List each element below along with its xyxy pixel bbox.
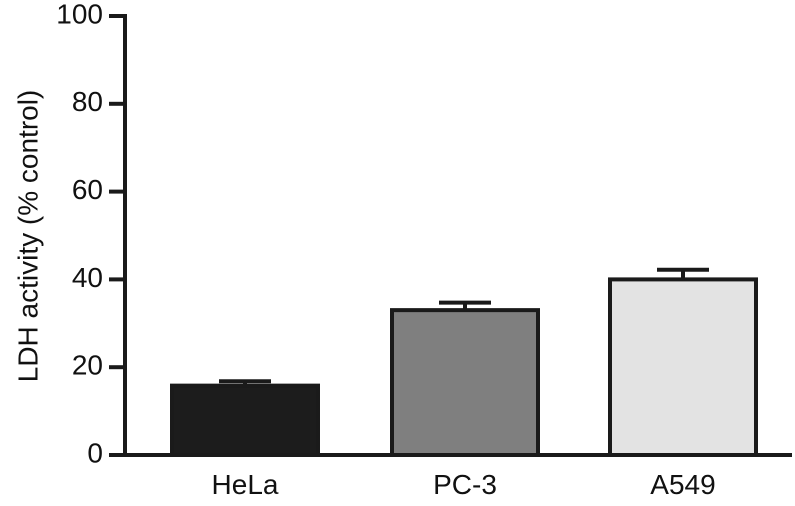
x-category-label: A549 [650,469,715,500]
y-axis-title: LDH activity (% control) [12,90,43,383]
error-bars [219,267,709,386]
y-tick-label: 20 [72,350,103,381]
y-tick-label: 100 [56,0,103,29]
x-category-label: HeLa [212,469,279,500]
x-axis: HeLa PC-3 A549 [123,453,792,500]
y-axis: 0 20 40 60 80 100 [56,0,127,468]
bar [170,383,320,457]
bar [608,277,758,457]
y-tick-label: 80 [72,86,103,117]
y-tick-label: 60 [72,174,103,205]
y-tick-label: 0 [87,437,103,468]
x-category-label: PC-3 [433,469,497,500]
y-tick-label: 40 [72,262,103,293]
bar [390,308,540,457]
